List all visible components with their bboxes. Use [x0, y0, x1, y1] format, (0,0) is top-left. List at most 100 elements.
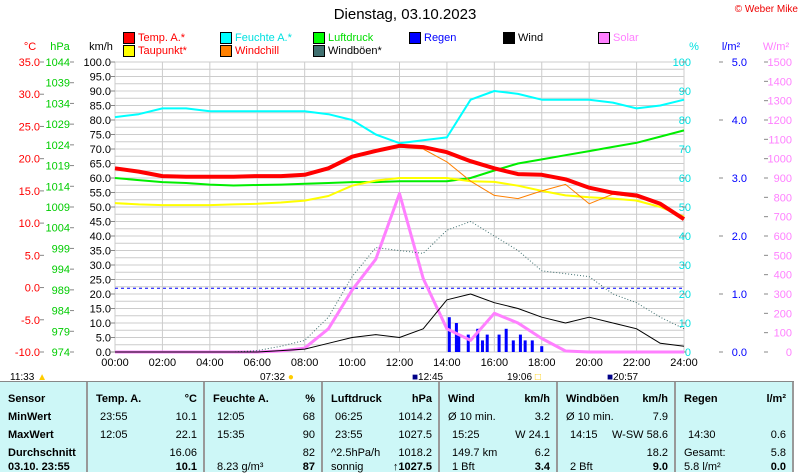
legend-swatch — [598, 32, 610, 44]
cell-value: 16.06 — [169, 447, 197, 459]
x-tick-label: 04:00 — [196, 357, 224, 369]
axis-tick-pressure: 1044 — [46, 57, 70, 69]
axis-tick-temp: 15.0 — [19, 186, 40, 198]
series-wind — [115, 293, 685, 353]
cell-value: 3.2 — [534, 411, 550, 423]
axis-tick-humidity: 40 — [679, 231, 691, 243]
axis-tick-pressure: 1004 — [46, 223, 70, 235]
axis-tick-solar: 600 — [774, 231, 792, 243]
axis-tick-pressure: 994 — [52, 264, 70, 276]
rain-bar — [497, 334, 501, 352]
axis-tick-rain: 1.0 — [732, 289, 747, 301]
legend-label: Feuchte A.* — [235, 32, 292, 44]
rain-bar — [447, 317, 451, 352]
axis-tick-humidity: 0 — [685, 347, 691, 359]
legend-item: Luftdruck — [313, 32, 373, 44]
rain-bar — [530, 340, 534, 352]
x-tick-label: 22:00 — [623, 357, 651, 369]
axis-tick-solar: 1100 — [768, 134, 792, 146]
cell-value: 149.7 km — [452, 447, 498, 459]
cell-value: 1018.2 — [398, 447, 432, 459]
axis-tick-solar: 1200 — [768, 115, 792, 127]
legend-item: Regen — [409, 32, 456, 44]
axis-tick-solar: 1400 — [768, 76, 792, 88]
label-avg: Durchschnitt — [8, 447, 76, 459]
cell-value: l/m² — [766, 393, 786, 405]
label-min: MinWert — [8, 411, 52, 423]
cell-value: hPa — [411, 393, 432, 405]
col-rain: Regen l/m² 14:30 0.6 Gesamt: 5.8 5.8 l/m² 0.… — [676, 382, 794, 473]
x-tick-label: 10:00 — [338, 357, 366, 369]
cell-value: 1027.5 — [398, 429, 432, 441]
axis-tick-humidity: 50 — [679, 202, 691, 214]
cell-value: 23:55 — [335, 429, 363, 441]
cell-value: 1014.2 — [398, 411, 432, 423]
cell-value: 0.0 — [770, 461, 786, 473]
axis-tick-humidity: 30 — [679, 260, 691, 272]
axis-tick-speed: 35.0 — [90, 246, 111, 258]
axis-tick-speed: 70.0 — [90, 144, 111, 156]
cell-value: °C — [184, 393, 197, 405]
axis-tick-speed: 95.0 — [90, 72, 111, 84]
header-sensor: Sensor — [8, 393, 46, 405]
x-tick-label: 20:00 — [575, 357, 603, 369]
marker-time: 20:57 — [613, 372, 639, 383]
cell-value: 5.8 l/m² — [684, 461, 721, 473]
legend-label: Temp. A.* — [138, 32, 186, 44]
axis-tick-speed: 5.0 — [96, 333, 111, 345]
axis-tick-pressure: 1034 — [46, 98, 70, 110]
cell-value: 14:30 — [688, 429, 716, 441]
cell-value: 14:15 — [570, 429, 598, 441]
series-temp-a- — [114, 143, 686, 221]
x-tick-label: 00:00 — [101, 357, 129, 369]
cell-value: Feuchte A. — [213, 393, 269, 405]
legend-swatch — [123, 45, 135, 57]
legend-swatch — [503, 32, 515, 44]
axis-tick-rain: 0.0 — [732, 347, 747, 359]
x-tick-label: 18:00 — [528, 357, 556, 369]
axis-unit-solar: W/m² — [763, 41, 790, 53]
legend-item: Temp. A.* — [123, 32, 185, 44]
chart-title: Dienstag, 03.10.2023 — [333, 6, 477, 23]
series-feuchte-a- — [114, 90, 685, 145]
cell-value: 87 — [302, 461, 315, 473]
axis-tick-pressure: 1014 — [46, 181, 70, 193]
axis-tick-pressure: 1019 — [46, 161, 70, 173]
axis-tick-humidity: 70 — [679, 144, 691, 156]
axis-tick-speed: 25.0 — [90, 275, 111, 287]
axis-tick-temp: -5.0 — [21, 315, 40, 327]
axis-tick-speed: 55.0 — [90, 188, 111, 200]
moonrise-icon: ■ — [412, 372, 419, 383]
marker-moonset: ■20:57 — [607, 372, 638, 383]
axis-tick-speed: 100.0 — [83, 57, 111, 69]
cell-value: sonnig — [331, 461, 364, 473]
axis-tick-solar: 100 — [774, 328, 792, 340]
cell-value: 0.6 — [770, 429, 786, 441]
legend-label: Wind — [518, 32, 544, 44]
rain-bar — [476, 328, 480, 352]
rain-bar — [480, 340, 484, 352]
legend-swatch — [220, 32, 232, 44]
legend-item: Wind — [503, 32, 543, 44]
x-tick-label: 14:00 — [433, 357, 461, 369]
marker-sunset: 19:06 □ — [507, 372, 541, 383]
cell-value: Wind — [448, 393, 475, 405]
axis-tick-humidity: 90 — [679, 86, 691, 98]
cell-value: 18.2 — [646, 447, 668, 459]
axis-tick-solar: 1300 — [768, 96, 792, 108]
axis-tick-solar: 0 — [786, 347, 792, 359]
cell-value: 10.1 — [175, 411, 197, 423]
copyright: © Weber Mike — [734, 4, 798, 15]
legend-label: Taupunkt* — [138, 45, 187, 57]
rain-bar — [504, 328, 508, 352]
cell-value: 68 — [302, 411, 315, 423]
axis-unit-pressure: hPa — [50, 41, 70, 53]
legend-label: Regen — [424, 32, 457, 44]
axis-tick-solar: 800 — [774, 192, 792, 204]
cell-value: 90 — [302, 429, 315, 441]
axis-tick-speed: 65.0 — [90, 159, 111, 171]
axis-tick-humidity: 80 — [679, 115, 691, 127]
cell-value: 12:05 — [217, 411, 245, 423]
axis-tick-solar: 400 — [774, 270, 792, 282]
label-current: 03.10. 23:55 — [8, 461, 70, 473]
